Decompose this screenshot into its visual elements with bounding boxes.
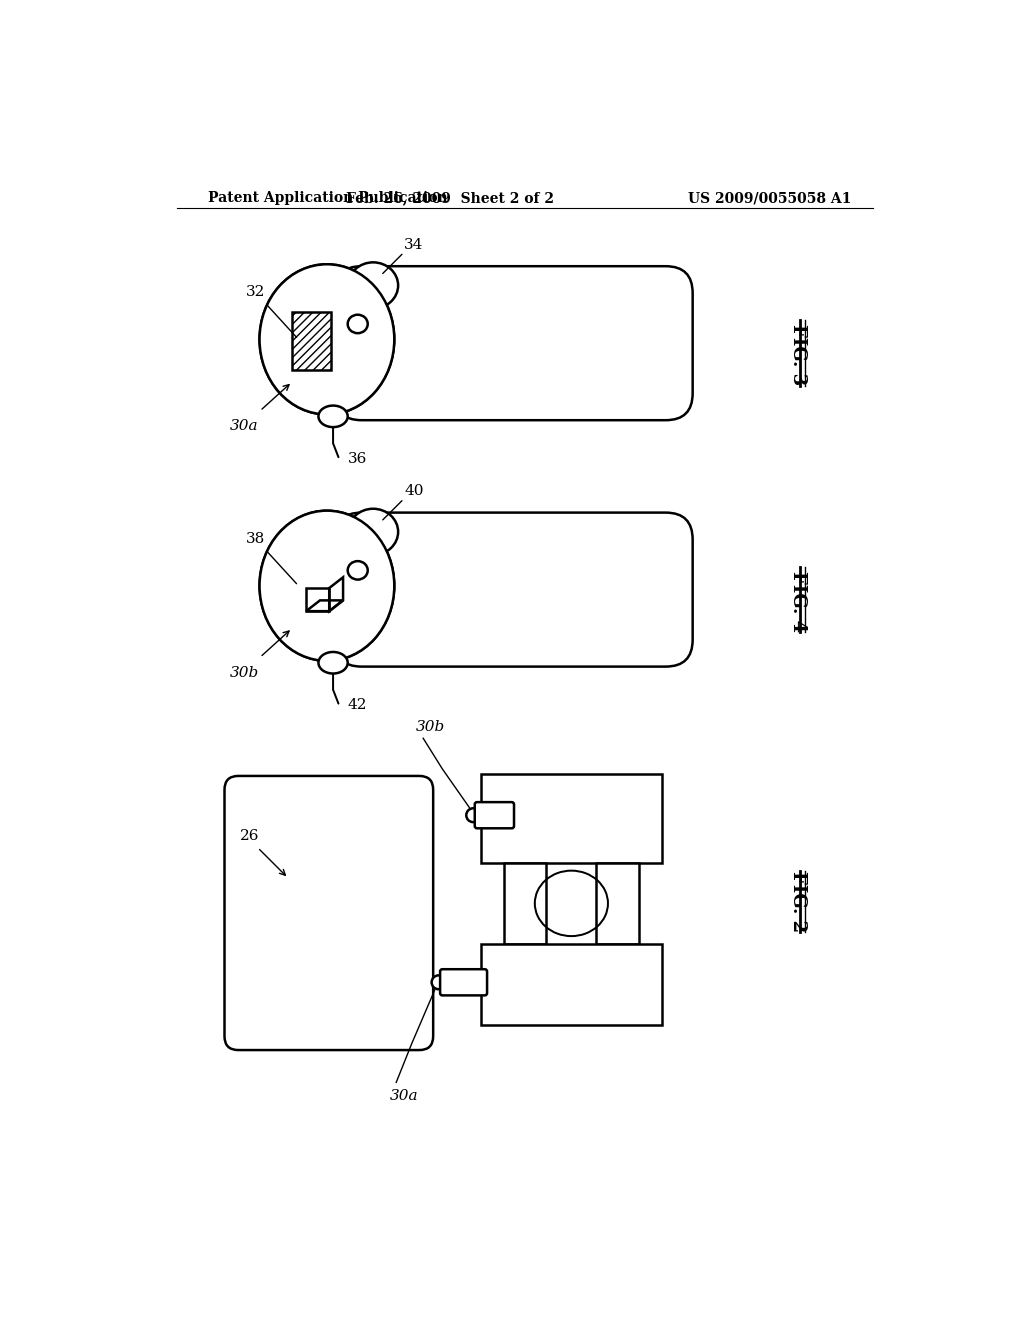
Text: FIG. 4: FIG. 4 — [788, 570, 807, 632]
Ellipse shape — [348, 508, 398, 554]
FancyBboxPatch shape — [224, 776, 433, 1051]
Ellipse shape — [348, 561, 368, 579]
FancyBboxPatch shape — [440, 969, 487, 995]
Text: 36: 36 — [348, 451, 368, 466]
Ellipse shape — [348, 314, 368, 333]
Ellipse shape — [259, 511, 394, 661]
FancyBboxPatch shape — [335, 267, 692, 420]
Text: 34: 34 — [404, 238, 424, 252]
Bar — [481, 775, 662, 863]
Ellipse shape — [432, 975, 445, 989]
Ellipse shape — [259, 264, 394, 414]
Text: US 2009/0055058 A1: US 2009/0055058 A1 — [688, 191, 851, 206]
Text: Feb. 26, 2009  Sheet 2 of 2: Feb. 26, 2009 Sheet 2 of 2 — [346, 191, 554, 206]
Text: 32: 32 — [246, 285, 265, 300]
Ellipse shape — [259, 511, 394, 661]
Bar — [481, 944, 662, 1024]
Ellipse shape — [348, 263, 398, 309]
Text: 42: 42 — [348, 698, 368, 711]
Ellipse shape — [318, 652, 348, 673]
Text: 30a: 30a — [389, 1089, 418, 1104]
Bar — [596, 863, 639, 944]
Text: 30a: 30a — [230, 420, 259, 433]
Text: FIG. 2: FIG. 2 — [788, 871, 807, 932]
Text: Patent Application Publication: Patent Application Publication — [208, 191, 447, 206]
FancyBboxPatch shape — [475, 803, 514, 829]
Text: 30b: 30b — [230, 665, 259, 680]
Text: FIG. 3: FIG. 3 — [788, 325, 807, 385]
Ellipse shape — [259, 264, 394, 414]
Bar — [292, 313, 331, 370]
Text: 40: 40 — [404, 484, 424, 498]
Ellipse shape — [466, 808, 480, 822]
Bar — [504, 863, 547, 944]
Text: 26: 26 — [241, 829, 260, 843]
Text: 38: 38 — [246, 532, 265, 545]
Text: 30b: 30b — [416, 719, 445, 734]
FancyBboxPatch shape — [335, 512, 692, 667]
Ellipse shape — [318, 405, 348, 428]
